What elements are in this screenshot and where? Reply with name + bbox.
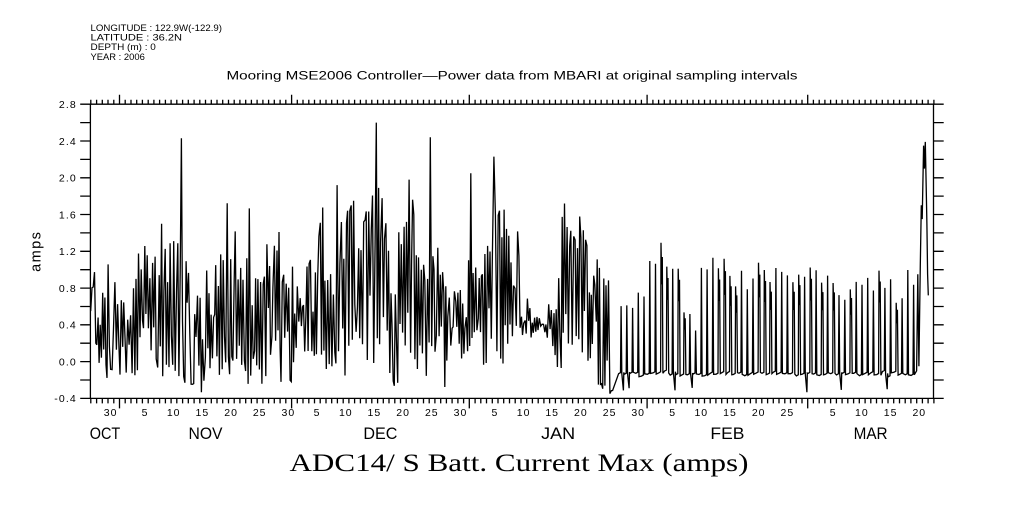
svg-text:20: 20 [752,407,766,419]
svg-text:5: 5 [830,407,837,419]
svg-text:5: 5 [142,407,149,419]
svg-text:20: 20 [574,407,588,419]
svg-text:2.0: 2.0 [59,173,77,185]
svg-text:NOV: NOV [189,424,224,443]
svg-text:10: 10 [517,407,531,419]
svg-text:0.0: 0.0 [59,356,77,368]
svg-text:JAN: JAN [541,424,575,443]
svg-text:DEC: DEC [363,424,397,443]
svg-text:25: 25 [781,407,795,419]
svg-text:25: 25 [603,407,617,419]
svg-text:YEAR : 2006: YEAR : 2006 [91,52,145,62]
svg-text:2.4: 2.4 [59,136,77,148]
svg-text:FEB: FEB [710,424,744,443]
svg-text:ADC14/ S Batt. Current Max (am: ADC14/ S Batt. Current Max (amps) [290,450,749,477]
svg-text:10: 10 [167,407,181,419]
svg-text:1.2: 1.2 [59,246,77,258]
svg-text:LONGITUDE : 122.9W(-122.9): LONGITUDE : 122.9W(-122.9) [91,23,223,33]
svg-text:15: 15 [723,407,737,419]
svg-text:15: 15 [368,407,382,419]
svg-text:30: 30 [104,407,118,419]
svg-text:10: 10 [855,407,869,419]
svg-text:-0.4: -0.4 [54,393,77,405]
svg-text:10: 10 [694,407,708,419]
svg-text:5: 5 [669,407,676,419]
svg-text:15: 15 [884,407,898,419]
svg-text:1.6: 1.6 [59,209,77,221]
svg-text:15: 15 [545,407,559,419]
svg-text:amps: amps [29,231,45,272]
svg-text:0.8: 0.8 [59,283,77,295]
svg-text:15: 15 [196,407,210,419]
svg-text:30: 30 [454,407,468,419]
svg-text:30: 30 [631,407,645,419]
svg-text:OCT: OCT [90,424,121,443]
svg-text:20: 20 [396,407,410,419]
svg-text:20: 20 [912,407,926,419]
svg-text:20: 20 [224,407,238,419]
svg-text:MAR: MAR [854,424,888,443]
svg-text:5: 5 [491,407,498,419]
svg-text:5: 5 [314,407,321,419]
svg-text:Mooring MSE2006 Controller—Pow: Mooring MSE2006 Controller—Power data fr… [227,69,798,83]
svg-text:2.8: 2.8 [59,99,77,111]
svg-text:10: 10 [339,407,353,419]
svg-text:25: 25 [253,407,267,419]
svg-text:25: 25 [425,407,439,419]
svg-text:30: 30 [282,407,296,419]
svg-text:0.4: 0.4 [59,320,77,332]
svg-text:DEPTH (m) : 0: DEPTH (m) : 0 [91,42,156,52]
svg-text:LATITUDE : 36.2N: LATITUDE : 36.2N [91,33,183,43]
